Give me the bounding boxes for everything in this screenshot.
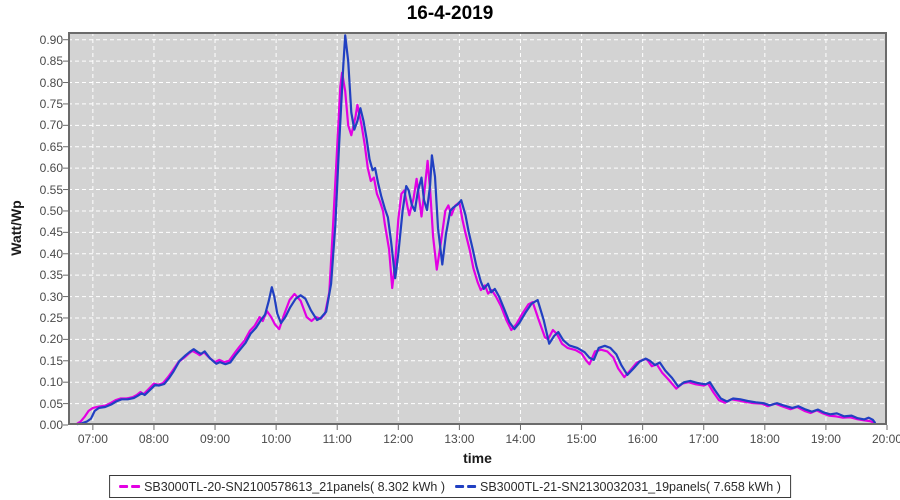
- legend-item-inverter-21: SB3000TL-21-SN2130032031_19panels( 7.658…: [455, 480, 781, 494]
- plot-border: [68, 32, 887, 425]
- series-line-inverter-21: [76, 34, 876, 426]
- y-tick-label: 0.25: [39, 310, 63, 325]
- y-tick-label: 0.85: [39, 54, 63, 69]
- legend: SB3000TL-20-SN2100578613_21panels( 8.302…: [109, 475, 791, 498]
- y-tick-label: 0.20: [39, 332, 63, 347]
- y-tick-label: 0.45: [39, 225, 63, 240]
- y-tick-label: 0.30: [39, 289, 63, 304]
- x-tick-label: 15:00: [566, 432, 597, 446]
- y-tick-label: 0.10: [39, 375, 63, 390]
- y-tick-label: 0.65: [39, 139, 63, 154]
- plot-area: [63, 32, 888, 430]
- legend-label-inverter-20: SB3000TL-20-SN2100578613_21panels( 8.302…: [144, 479, 445, 494]
- x-tick-label: 10:00: [261, 432, 292, 446]
- y-tick-label: 0.55: [39, 182, 63, 197]
- y-tick-label: 0.75: [39, 96, 63, 111]
- y-axis-title: Watt/Wp: [8, 200, 24, 256]
- x-axis-title: time: [463, 450, 492, 466]
- y-tick-label: 0.40: [39, 246, 63, 261]
- y-tick-label: 0.15: [39, 353, 63, 368]
- y-tick-label: 0.35: [39, 268, 63, 283]
- y-tick-label: 0.90: [39, 32, 63, 47]
- x-tick-label: 08:00: [138, 432, 169, 446]
- x-tick-label: 11:00: [322, 432, 352, 446]
- x-tick-label: 16:00: [627, 432, 658, 446]
- legend-item-inverter-20: SB3000TL-20-SN2100578613_21panels( 8.302…: [119, 480, 445, 494]
- x-tick-label: 17:00: [688, 432, 719, 446]
- y-tick-label: 0.80: [39, 75, 63, 90]
- x-tick-label: 09:00: [200, 432, 231, 446]
- chart-title: 16-4-2019: [406, 3, 494, 24]
- y-tick-label: 0.00: [39, 418, 63, 432]
- y-tick-label: 0.50: [39, 203, 63, 218]
- plot-canvas: [63, 32, 888, 430]
- legend-label-inverter-21: SB3000TL-21-SN2130032031_19panels( 7.658…: [480, 479, 781, 494]
- x-tick-label: 13:00: [444, 432, 475, 446]
- x-tick-label: 14:00: [505, 432, 536, 446]
- y-tick-label: 0.60: [39, 161, 63, 176]
- y-tick-label: 0.70: [39, 118, 63, 133]
- x-tick-label: 07:00: [77, 432, 108, 446]
- series-line-key-magenta-icon: [119, 485, 141, 488]
- series-line-key-blue-icon: [455, 485, 476, 488]
- x-tick-label: 20:00: [871, 432, 900, 446]
- x-tick-label: 19:00: [810, 432, 841, 446]
- y-tick-label: 0.05: [39, 396, 63, 411]
- x-tick-label: 18:00: [749, 432, 780, 446]
- x-tick-label: 12:00: [383, 432, 414, 446]
